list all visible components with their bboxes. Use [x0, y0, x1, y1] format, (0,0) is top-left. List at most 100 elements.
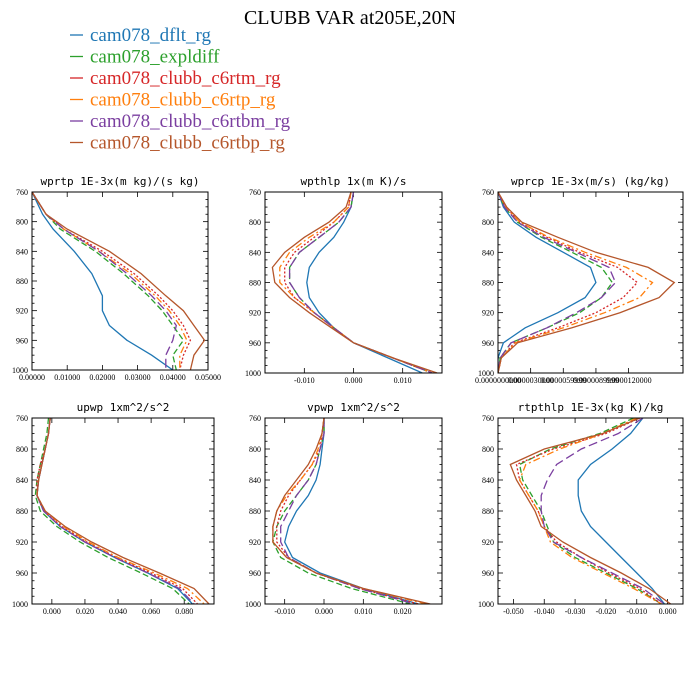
y-tick-label: 1000	[245, 369, 261, 378]
chart-panel: wpthlp 1x(m K)/s 760 800 840 880 920 960 1000 -0…	[245, 175, 443, 385]
series-line-cam078_clubb_c6rtm_rg	[276, 418, 419, 604]
y-tick-label: 760	[249, 414, 261, 423]
y-tick-label: 760	[16, 414, 28, 423]
series-line-cam078_clubb_c6rtp_rg	[279, 192, 433, 373]
y-tick-label: 960	[482, 569, 494, 578]
y-tick-label: 800	[482, 445, 494, 454]
plot-frame	[31, 191, 209, 371]
y-tick-label: 920	[249, 309, 261, 318]
series-line-cam078_dflt_rg	[36, 418, 193, 604]
y-tick-label: 800	[16, 218, 28, 227]
series-line-cam078_clubb_c6rtbp_rg	[509, 418, 672, 604]
y-tick-label: 920	[249, 538, 261, 547]
x-tick-label: 0.03000	[125, 373, 151, 382]
y-tick-label: 880	[16, 507, 28, 516]
y-tick-label: 960	[482, 339, 494, 348]
panel-title: wprcp 1E-3x(m/s) (kg/kg)	[511, 175, 670, 188]
x-tick-label: 0.0000030000	[508, 376, 554, 385]
x-tick-label: -0.040	[534, 607, 555, 616]
x-tick-label: 0.04000	[160, 373, 186, 382]
y-tick-label: 920	[16, 538, 28, 547]
legend-entry: cam078_clubb_c6rtbm_rg	[70, 111, 291, 132]
y-tick-label: 920	[16, 307, 28, 316]
series-line-cam078_dflt_rg	[577, 418, 666, 604]
panels: wprtp 1E-3x(m kg)/(s kg) 760 800 840 880 920 9…	[12, 175, 684, 616]
series-line-cam078_clubb_c6rtp_rg	[498, 192, 654, 373]
chart-panel: upwp 1xm^2/s^2 760 800 840 880 920 960 1000 0.00…	[12, 401, 215, 616]
plot-frame	[31, 417, 215, 605]
x-tick-label: 0.020	[76, 607, 94, 616]
y-tick-label: 960	[249, 339, 261, 348]
series-group	[509, 418, 672, 604]
legend-label: cam078_clubb_c6rtm_rg	[90, 68, 281, 89]
x-tick-label: -0.010	[626, 607, 647, 616]
chart-panel: wprcp 1E-3x(m/s) (kg/kg) 760 800 840 880 920 9…	[475, 175, 684, 385]
y-tick-label: 880	[482, 279, 494, 288]
x-tick-label: 0.000	[315, 607, 333, 616]
series-line-cam078_clubb_c6rtbm_rg	[32, 192, 178, 370]
y-tick-label: 840	[16, 247, 28, 256]
figure-title: CLUBB VAR at205E,20N	[244, 7, 456, 29]
series-group	[272, 418, 431, 604]
series-line-cam078_clubb_c6rtm_rg	[32, 192, 192, 370]
plot-frame	[497, 191, 684, 374]
x-tick-label: 0.040	[109, 607, 127, 616]
plot-frame	[264, 417, 443, 605]
y-tick-label: 880	[482, 507, 494, 516]
series-group	[34, 418, 210, 604]
x-tick-label: -0.020	[596, 607, 617, 616]
y-tick-label: 840	[482, 476, 494, 485]
series-group	[498, 192, 676, 373]
y-tick-label: 1000	[12, 366, 28, 375]
y-tick-label: 840	[249, 248, 261, 257]
y-tick-label: 880	[16, 277, 28, 286]
series-line-cam078_clubb_c6rtp_rg	[32, 192, 188, 370]
x-tick-label: 0.0000059999	[540, 376, 586, 385]
legend-label: cam078_clubb_c6rtbm_rg	[90, 111, 291, 132]
y-tick-label: 1000	[478, 369, 494, 378]
series-line-cam078_clubb_c6rtbm_rg	[288, 192, 433, 373]
x-tick-label: -0.030	[565, 607, 586, 616]
y-tick-label: 960	[16, 569, 28, 578]
plot-frame	[264, 191, 443, 374]
series-line-cam078_clubb_c6rtbm_rg	[540, 418, 665, 604]
x-tick-label: 0.020	[394, 607, 412, 616]
series-line-cam078_dflt_rg	[284, 418, 419, 604]
y-tick-label: 880	[249, 279, 261, 288]
legend-entry: cam078_dflt_rg	[70, 25, 212, 46]
legend-label: cam078_clubb_c6rtp_rg	[90, 90, 276, 111]
x-tick-label: 0.0000120000	[606, 376, 652, 385]
series-line-cam078_clubb_c6rtbp_rg	[36, 418, 210, 604]
x-tick-label: 0.0000000000	[475, 376, 521, 385]
chart-panel: rtpthlp 1E-3x(kg K)/kg 760 800 840 880 920 960…	[478, 401, 684, 616]
x-tick-label: 0.010	[354, 607, 372, 616]
x-tick-label: 0.060	[142, 607, 160, 616]
plot-frame	[497, 417, 684, 605]
series-line-cam078_expldiff	[272, 418, 411, 604]
legend-label: cam078_expldiff	[90, 47, 220, 68]
series-line-cam078_clubb_c6rtm_rg	[515, 418, 662, 604]
legend-entry: cam078_clubb_c6rtp_rg	[70, 90, 276, 111]
x-tick-label: -0.050	[503, 607, 524, 616]
y-tick-label: 800	[249, 445, 261, 454]
y-tick-label: 840	[482, 248, 494, 257]
y-tick-label: 760	[482, 414, 494, 423]
y-tick-label: 760	[16, 188, 28, 197]
series-line-cam078_clubb_c6rtm_rg	[498, 192, 639, 373]
y-tick-label: 1000	[245, 600, 261, 609]
chart-panel: vpwp 1xm^2/s^2 760 800 840 880 920 960 1000 -0.0…	[245, 401, 443, 616]
y-tick-label: 920	[482, 309, 494, 318]
y-tick-label: 840	[16, 476, 28, 485]
x-tick-label: 0.0000089999	[573, 376, 619, 385]
series-line-cam078_clubb_c6rtbm_rg	[498, 192, 617, 373]
series-line-cam078_clubb_c6rtbp_rg	[272, 418, 431, 604]
y-tick-label: 1000	[478, 600, 494, 609]
panel-title: upwp 1xm^2/s^2	[77, 401, 170, 414]
y-tick-label: 880	[249, 507, 261, 516]
y-tick-label: 800	[482, 218, 494, 227]
series-line-cam078_clubb_c6rtbm_rg	[36, 418, 195, 604]
series-line-cam078_clubb_c6rtbp_rg	[498, 192, 676, 373]
legend-entry: cam078_clubb_c6rtm_rg	[70, 68, 281, 89]
x-tick-label: -0.010	[294, 376, 315, 385]
x-tick-label: 0.00000	[19, 373, 45, 382]
